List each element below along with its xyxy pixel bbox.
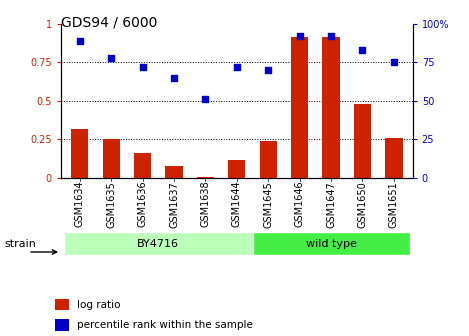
Text: GSM1645: GSM1645 xyxy=(263,181,273,227)
Text: GSM1635: GSM1635 xyxy=(106,181,116,227)
Text: GSM1636: GSM1636 xyxy=(137,181,148,227)
Bar xyxy=(55,299,69,310)
Text: wild type: wild type xyxy=(306,239,356,249)
Point xyxy=(265,67,272,73)
Point xyxy=(170,75,178,80)
Point xyxy=(139,64,146,70)
Text: GSM1634: GSM1634 xyxy=(75,181,85,227)
Bar xyxy=(166,166,182,178)
Bar xyxy=(103,139,120,178)
Text: GSM1651: GSM1651 xyxy=(389,181,399,227)
Bar xyxy=(291,37,308,178)
Text: GSM1644: GSM1644 xyxy=(232,181,242,227)
Point xyxy=(202,96,209,102)
Bar xyxy=(64,232,252,255)
Bar xyxy=(260,141,277,178)
Bar xyxy=(197,176,214,178)
Point xyxy=(327,33,335,39)
Point xyxy=(390,59,398,65)
Bar xyxy=(322,37,340,178)
Text: GDS94 / 6000: GDS94 / 6000 xyxy=(61,15,157,29)
Text: BY4716: BY4716 xyxy=(137,239,179,249)
Point xyxy=(76,38,83,43)
Text: log ratio: log ratio xyxy=(77,300,121,309)
Text: GSM1650: GSM1650 xyxy=(357,181,368,227)
Text: GSM1646: GSM1646 xyxy=(295,181,305,227)
Bar xyxy=(252,232,409,255)
Bar xyxy=(55,320,69,331)
Bar xyxy=(71,129,89,178)
Point xyxy=(359,47,366,52)
Point xyxy=(233,64,241,70)
Text: GSM1637: GSM1637 xyxy=(169,181,179,227)
Text: percentile rank within the sample: percentile rank within the sample xyxy=(77,320,253,330)
Bar xyxy=(385,138,402,178)
Bar xyxy=(354,104,371,178)
Point xyxy=(296,33,303,39)
Text: GSM1647: GSM1647 xyxy=(326,181,336,227)
Bar xyxy=(134,153,151,178)
Text: strain: strain xyxy=(5,239,37,249)
Text: GSM1638: GSM1638 xyxy=(200,181,211,227)
Point xyxy=(107,55,115,60)
Bar xyxy=(228,160,245,178)
